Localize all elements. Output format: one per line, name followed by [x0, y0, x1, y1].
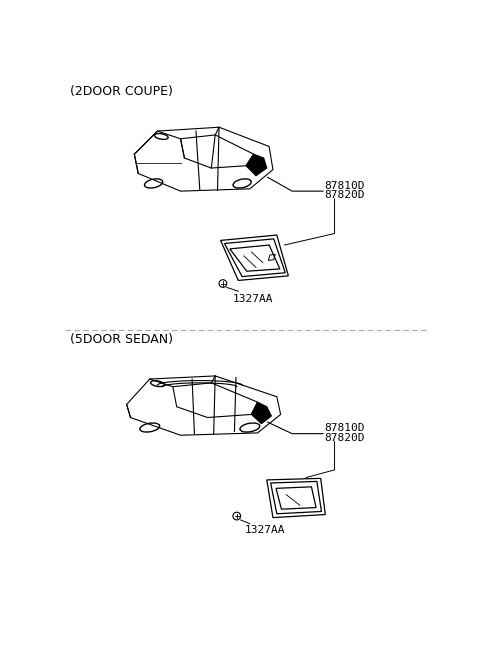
Text: 87820D: 87820D: [324, 432, 365, 443]
Text: 87810D: 87810D: [324, 181, 365, 191]
Text: (2DOOR COUPE): (2DOOR COUPE): [71, 85, 173, 98]
Text: (5DOOR SEDAN): (5DOOR SEDAN): [71, 333, 173, 346]
Polygon shape: [252, 402, 271, 424]
Text: 1327AA: 1327AA: [244, 525, 285, 535]
Text: 1327AA: 1327AA: [233, 293, 274, 304]
Polygon shape: [246, 154, 267, 176]
Text: 87810D: 87810D: [324, 423, 365, 434]
Text: 87820D: 87820D: [324, 190, 365, 200]
